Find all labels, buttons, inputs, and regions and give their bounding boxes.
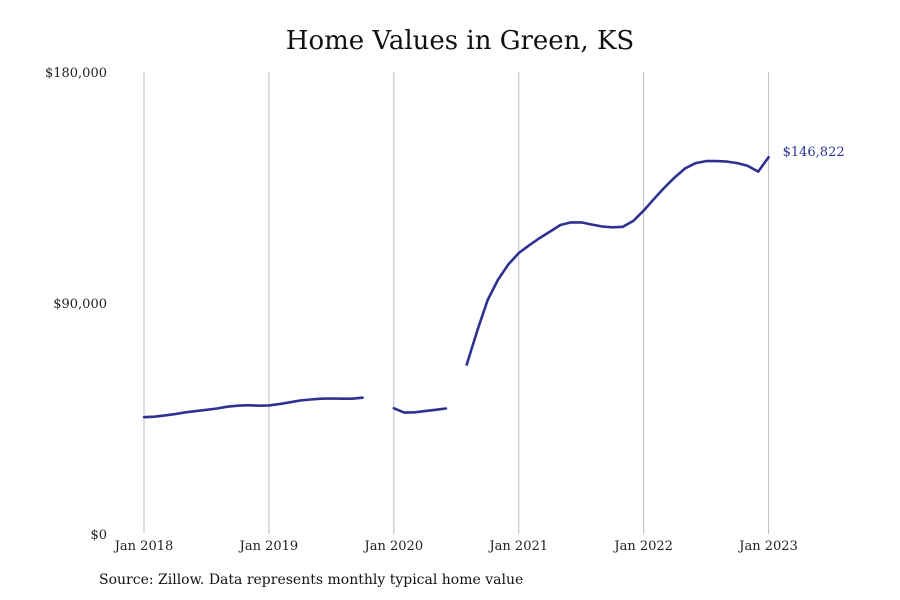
series-line-segment-0 bbox=[142, 396, 364, 419]
gridlines bbox=[143, 72, 770, 534]
x-tick-label: Jan 2022 bbox=[612, 539, 673, 554]
chart-title: Home Values in Green, KS bbox=[285, 26, 635, 56]
y-axis-labels: $0 $90,000 $180,000 bbox=[45, 66, 107, 543]
x-axis-labels: Jan 2018 Jan 2019 Jan 2020 Jan 2021 Jan 2022… bbox=[113, 539, 798, 554]
end-value-label: $146,822 bbox=[783, 145, 845, 160]
y-tick-label: $90,000 bbox=[53, 297, 107, 312]
x-tick-label: Jan 2018 bbox=[113, 539, 174, 554]
series-layer bbox=[142, 155, 770, 419]
x-tick-label: Jan 2021 bbox=[487, 539, 548, 554]
x-tick-label: Jan 2020 bbox=[363, 539, 424, 554]
x-tick-label: Jan 2019 bbox=[238, 539, 299, 554]
y-tick-label: $0 bbox=[90, 528, 107, 543]
series-line-segment-1 bbox=[392, 406, 448, 414]
series-line-segment-2 bbox=[465, 155, 770, 366]
source-note: Source: Zillow. Data represents monthly … bbox=[99, 572, 524, 588]
y-tick-label: $180,000 bbox=[45, 66, 107, 81]
x-tick-label: Jan 2023 bbox=[737, 539, 798, 554]
